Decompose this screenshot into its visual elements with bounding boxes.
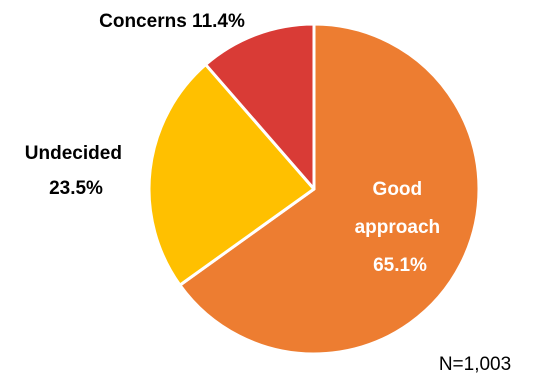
pie-slice-good-approach [178, 22, 481, 356]
slice-label-undecided-name: Undecided [25, 143, 122, 164]
slice-label-concerns: Concerns 11.4% [99, 11, 245, 32]
slice-label-concerns-value: 11.4% [192, 11, 245, 32]
slice-label-good-line1: Good [373, 179, 423, 200]
slice-label-undecided-value: 23.5% [49, 178, 103, 199]
pie-slices [147, 22, 481, 356]
pie-slice-concerns [204, 22, 316, 191]
slice-label-good-line2: approach [355, 217, 441, 238]
sample-size-note: N=1,003 [439, 354, 511, 375]
slice-label-good-value: 65.1% [373, 255, 427, 276]
slice-label-undecided: Undecided 23.5% [25, 143, 127, 199]
pie-slice-undecided [147, 63, 316, 287]
slice-label-concerns-name: Concerns [99, 11, 187, 32]
slice-label-good-approach: Good approach 65.1% [355, 179, 446, 276]
